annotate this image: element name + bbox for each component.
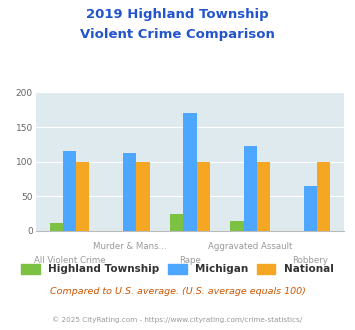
Bar: [183, 113, 197, 231]
Text: Robbery: Robbery: [293, 256, 328, 265]
Bar: [230, 221, 244, 231]
Bar: [136, 162, 149, 231]
Text: Murder & Mans...: Murder & Mans...: [93, 242, 166, 251]
Bar: [50, 223, 63, 231]
Bar: [317, 162, 330, 231]
Text: Rape: Rape: [179, 256, 201, 265]
Bar: [123, 153, 136, 231]
Bar: [197, 162, 210, 231]
Text: All Violent Crime: All Violent Crime: [34, 256, 105, 265]
Bar: [244, 146, 257, 231]
Bar: [257, 162, 270, 231]
Text: © 2025 CityRating.com - https://www.cityrating.com/crime-statistics/: © 2025 CityRating.com - https://www.city…: [53, 317, 302, 323]
Bar: [170, 214, 183, 231]
Text: Violent Crime Comparison: Violent Crime Comparison: [80, 28, 275, 41]
Bar: [304, 186, 317, 231]
Text: Compared to U.S. average. (U.S. average equals 100): Compared to U.S. average. (U.S. average …: [50, 287, 305, 296]
Bar: [76, 162, 89, 231]
Text: 2019 Highland Township: 2019 Highland Township: [86, 8, 269, 21]
Bar: [63, 150, 76, 231]
Legend: Highland Township, Michigan, National: Highland Township, Michigan, National: [21, 264, 334, 275]
Text: Aggravated Assault: Aggravated Assault: [208, 242, 293, 251]
